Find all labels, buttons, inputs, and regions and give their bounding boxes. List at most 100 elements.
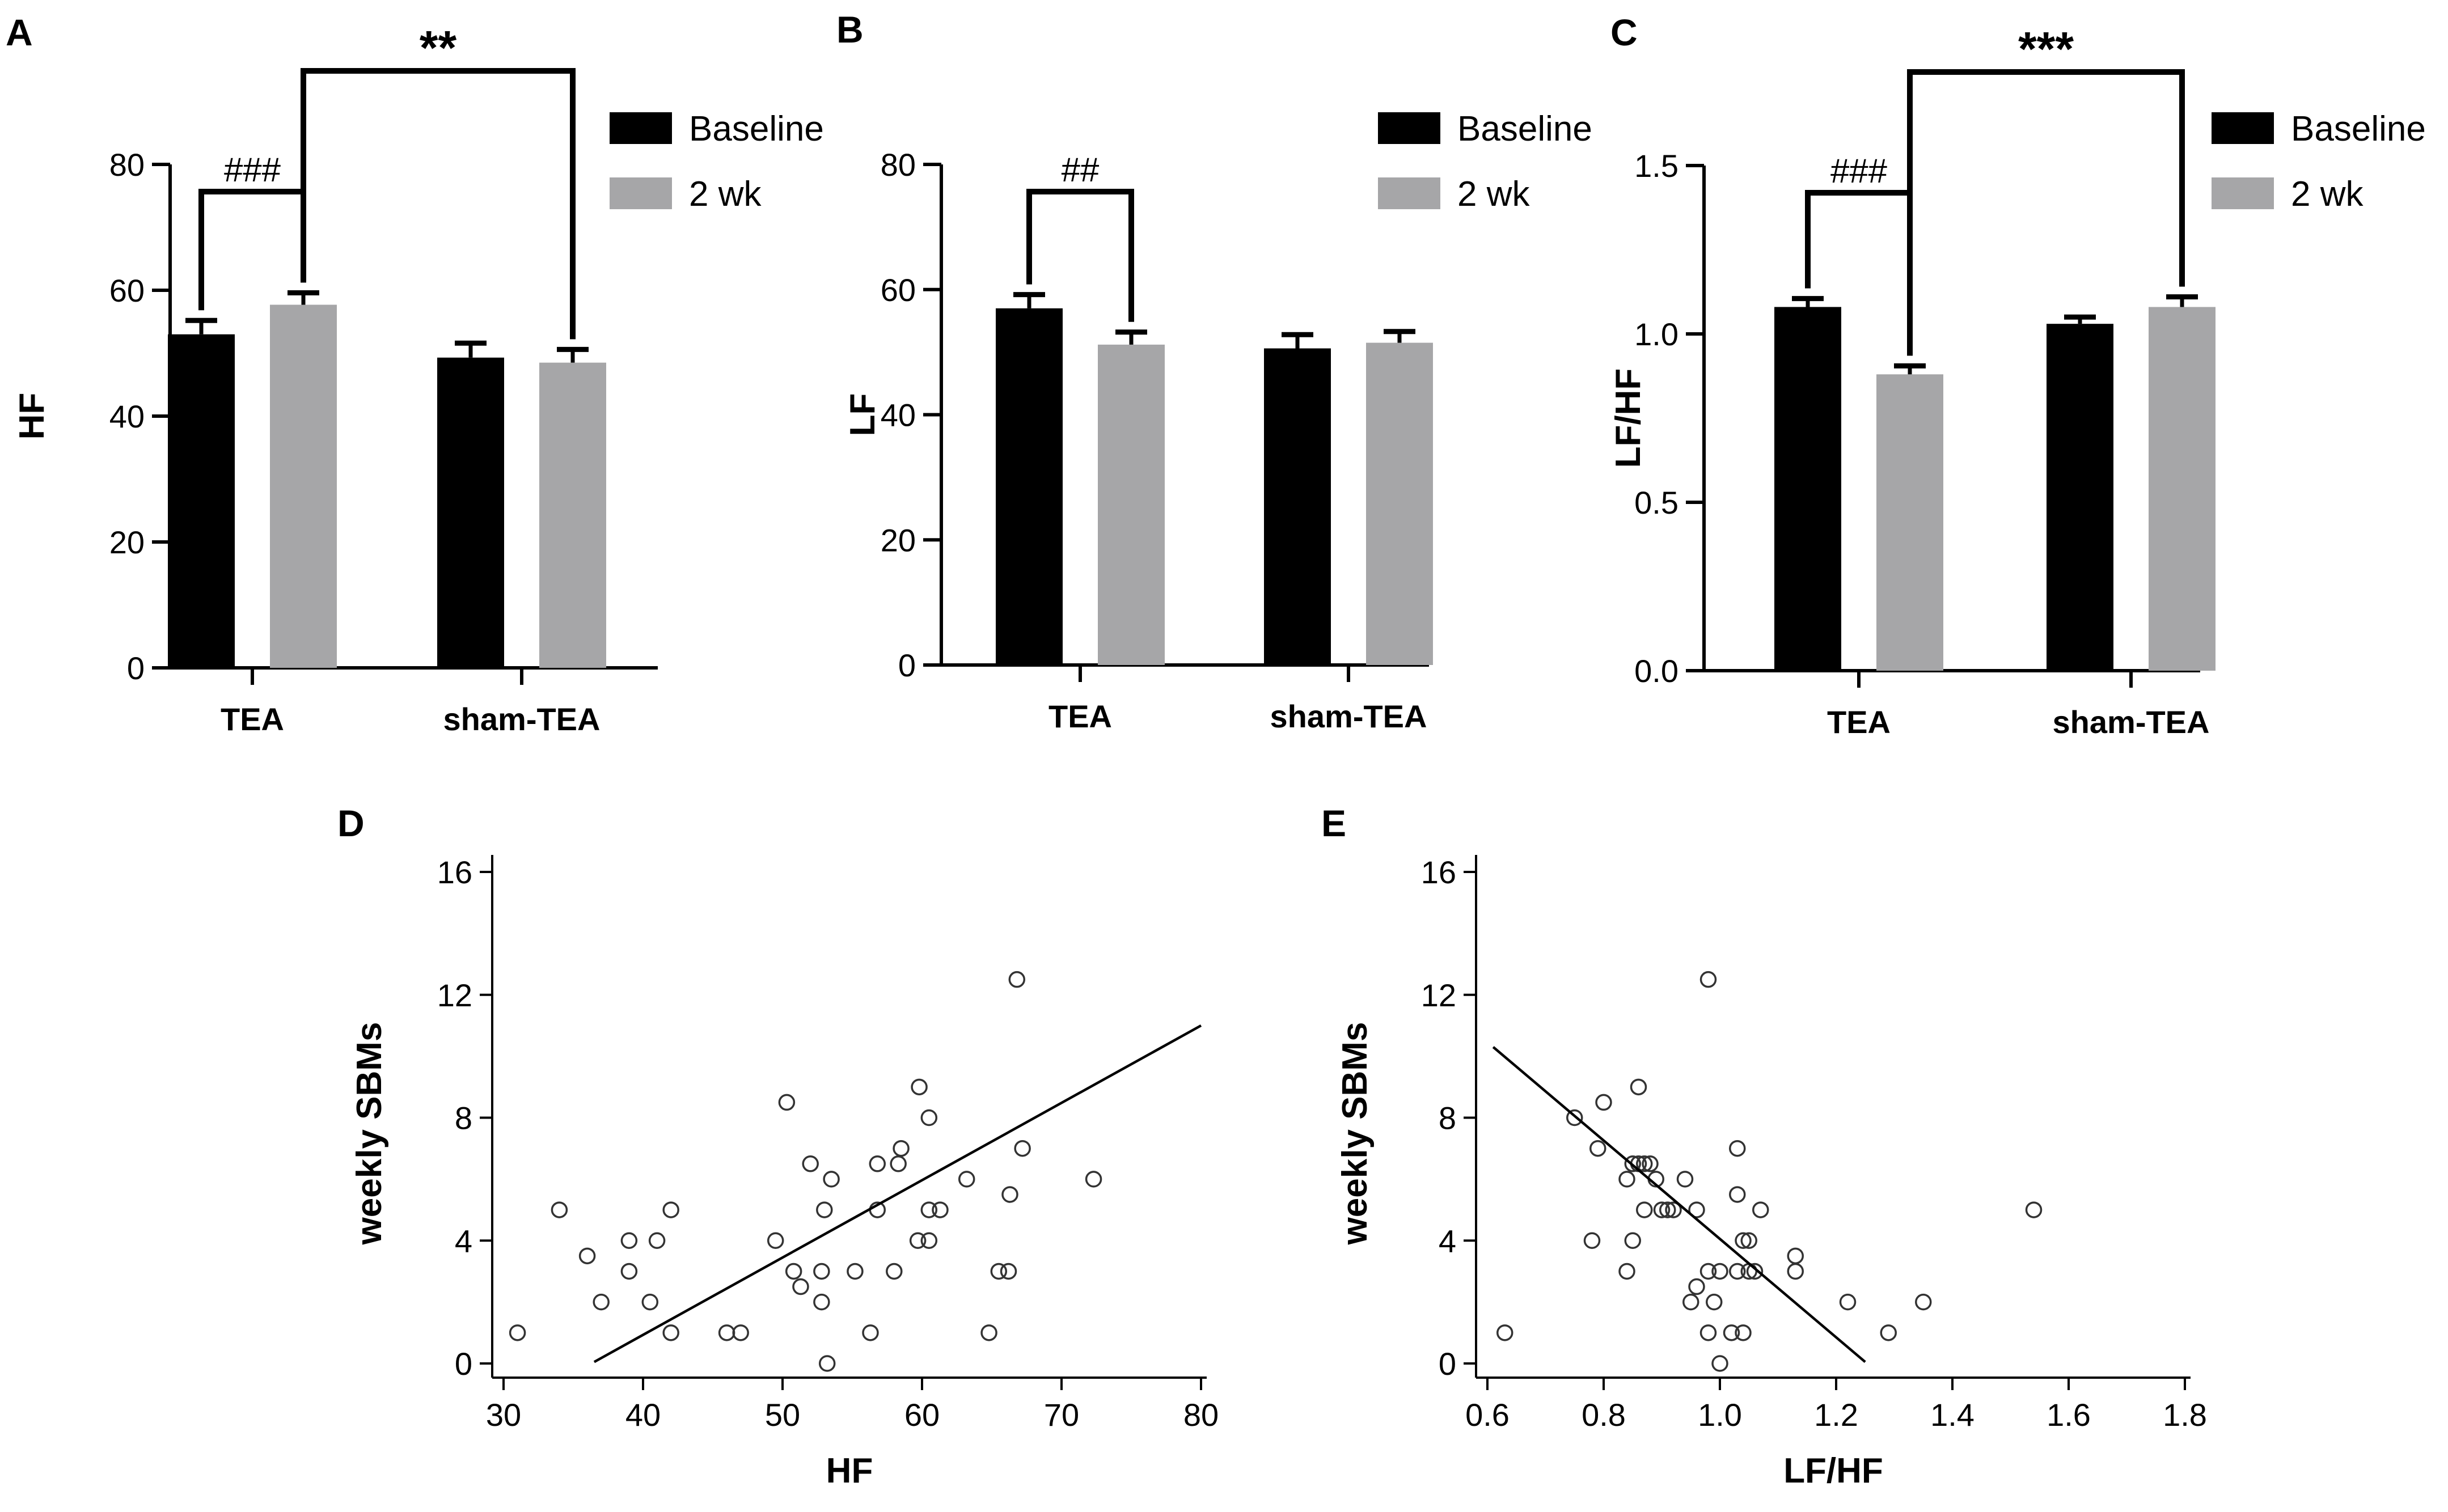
x-tick-label: TEA xyxy=(1048,698,1112,734)
x-tick-label: 40 xyxy=(625,1397,661,1433)
scatter-point xyxy=(1752,1201,1769,1218)
bar-baseline-sham-tea xyxy=(437,357,504,668)
y-axis-title: HF xyxy=(12,393,52,440)
scatter-point xyxy=(818,1355,836,1372)
x-tick-label: 0.8 xyxy=(1582,1397,1626,1433)
bar-chart-a: A 0 20 40 60 80 HF TEA sham-TEA ### ** Baseline 2 wk xyxy=(6,11,824,737)
scatter-point xyxy=(1723,1324,1740,1341)
scatter-point xyxy=(1630,1078,1647,1096)
y-tick-label: 8 xyxy=(455,1100,472,1136)
significance-bracket xyxy=(1907,69,2185,356)
y-tick-label: 80 xyxy=(109,147,145,183)
scatter-point xyxy=(862,1324,879,1341)
x-tick-label: sham-TEA xyxy=(1270,698,1427,734)
scatter-point xyxy=(1624,1232,1641,1249)
legend-swatch-2wk xyxy=(1378,177,1440,209)
bar-2wk-sham-tea xyxy=(539,362,606,668)
legend-swatch-2wk xyxy=(2212,177,2274,209)
scatter-point xyxy=(1589,1140,1606,1157)
significance-label: ### xyxy=(1830,152,1888,190)
x-tick-label: 50 xyxy=(765,1397,800,1433)
scatter-point xyxy=(1653,1201,1671,1218)
x-tick-label: 1.2 xyxy=(1814,1397,1858,1433)
y-tick-label: 60 xyxy=(109,273,145,308)
significance-bracket xyxy=(1026,189,1134,322)
scatter-point xyxy=(816,1201,833,1218)
scatter-point xyxy=(990,1263,1008,1280)
scatter-point xyxy=(1880,1324,1897,1341)
bar-2wk-sham-tea xyxy=(2149,307,2216,671)
bar-baseline-sham-tea xyxy=(2047,324,2113,671)
scatter-point xyxy=(890,1155,907,1172)
scatter-point xyxy=(1682,1293,1699,1311)
scatter-point xyxy=(1085,1171,1102,1188)
scatter-point xyxy=(980,1324,997,1341)
scatter-point xyxy=(1711,1263,1728,1280)
scatter-point xyxy=(1636,1155,1653,1172)
y-tick-label: 0 xyxy=(455,1346,472,1382)
significance-label: ### xyxy=(224,151,281,189)
panel-label-d: D xyxy=(337,802,365,844)
legend-label-baseline: Baseline xyxy=(1457,109,1592,149)
y-tick-label: 60 xyxy=(881,272,916,308)
scatter-point xyxy=(1915,1293,1932,1311)
bar-2wk-sham-tea xyxy=(1366,342,1433,665)
scatter-point xyxy=(1699,1324,1717,1341)
scatter-point xyxy=(958,1171,975,1188)
y-tick-label: 4 xyxy=(455,1223,472,1259)
legend-swatch-2wk xyxy=(610,177,672,209)
bar-chart-b: B 0 20 40 60 80 LF TEA sham-TEA ## Baseline 2 wk xyxy=(836,9,1592,734)
scatter-point xyxy=(778,1094,796,1111)
y-tick-label: 1.0 xyxy=(1634,316,1678,352)
x-axis-title: LF/HF xyxy=(1783,1451,1883,1490)
scatter-point xyxy=(869,1155,886,1172)
x-tick-label: 30 xyxy=(486,1397,521,1433)
panel-label-a: A xyxy=(6,11,33,53)
scatter-point xyxy=(792,1278,809,1295)
scatter-point xyxy=(920,1109,938,1126)
scatter-point xyxy=(2025,1201,2043,1218)
scatter-point xyxy=(593,1293,610,1311)
scatter-point xyxy=(1706,1293,1723,1311)
y-axis-title: LF/HF xyxy=(1609,369,1648,468)
x-tick-label: 1.6 xyxy=(2047,1397,2091,1433)
scatter-point xyxy=(648,1232,666,1249)
scatter-point xyxy=(1699,1263,1717,1280)
scatter-point xyxy=(909,1232,927,1249)
x-tick-label: 70 xyxy=(1044,1397,1079,1433)
scatter-point xyxy=(1636,1201,1653,1218)
x-tick-label: 1.8 xyxy=(2163,1397,2207,1433)
scatter-point xyxy=(802,1155,819,1172)
scatter-point xyxy=(1624,1155,1641,1172)
scatter-point xyxy=(785,1263,802,1280)
scatter-point xyxy=(641,1293,659,1311)
y-tick-label: 0 xyxy=(127,650,145,686)
scatter-point xyxy=(1566,1109,1583,1126)
scatter-chart-d: D 0 4 8 12 16 30 40 50 60 70 80 HF weekly SBMs xyxy=(337,802,1219,1490)
y-axis-title: LF xyxy=(843,393,882,437)
scatter-point xyxy=(662,1324,679,1341)
y-tick-label: 20 xyxy=(881,522,916,558)
scatter-point xyxy=(1595,1094,1612,1111)
legend-label-baseline: Baseline xyxy=(689,109,824,149)
panel-label-e: E xyxy=(1321,802,1346,844)
panel-label-c: C xyxy=(1610,11,1638,53)
y-tick-label: 40 xyxy=(881,397,916,433)
scatter-point xyxy=(718,1324,735,1341)
legend-label-2wk: 2 wk xyxy=(689,175,762,214)
scatter-point xyxy=(1618,1171,1635,1188)
y-axis-title: weekly SBMs xyxy=(1335,1022,1375,1246)
legend-label-2wk: 2 wk xyxy=(2291,175,2364,214)
bar-chart-c: C 0.0 0.5 1.0 1.5 LF/HF TEA sham-TEA ### *** Basel… xyxy=(1609,11,2426,740)
scatter-point xyxy=(578,1247,596,1265)
scatter-point xyxy=(1729,1263,1746,1280)
scatter-point xyxy=(920,1232,938,1249)
scatter-point xyxy=(1839,1293,1857,1311)
scatter-point xyxy=(620,1232,638,1249)
scatter-point xyxy=(920,1201,938,1218)
x-tick-label: TEA xyxy=(1827,704,1891,740)
legend-swatch-baseline xyxy=(610,112,672,144)
scatter-point xyxy=(767,1232,784,1249)
scatter-point xyxy=(620,1263,638,1280)
legend-label-2wk: 2 wk xyxy=(1457,175,1530,214)
